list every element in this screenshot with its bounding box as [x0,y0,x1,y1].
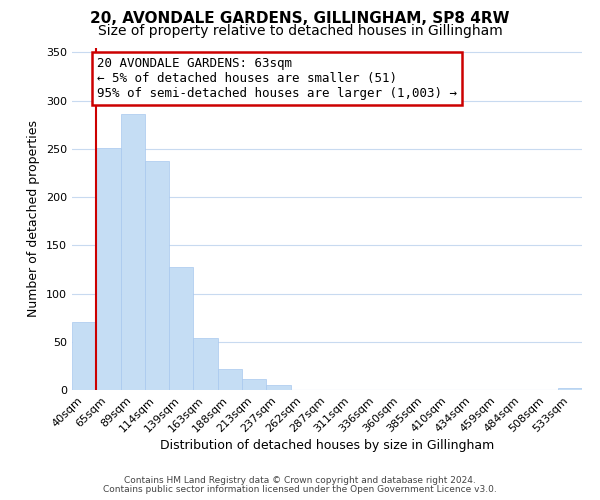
X-axis label: Distribution of detached houses by size in Gillingham: Distribution of detached houses by size … [160,440,494,452]
Bar [96,148,121,390]
Text: 20 AVONDALE GARDENS: 63sqm
← 5% of detached houses are smaller (51)
95% of semi-: 20 AVONDALE GARDENS: 63sqm ← 5% of detac… [97,57,457,100]
Text: Contains public sector information licensed under the Open Government Licence v3: Contains public sector information licen… [103,485,497,494]
Bar [121,114,145,390]
Bar [242,380,266,390]
Bar [266,385,290,390]
Text: 20, AVONDALE GARDENS, GILLINGHAM, SP8 4RW: 20, AVONDALE GARDENS, GILLINGHAM, SP8 4R… [90,11,510,26]
Bar [218,369,242,390]
Bar [145,162,169,390]
Bar [72,322,96,390]
Bar [558,388,582,390]
Bar [193,338,218,390]
Text: Contains HM Land Registry data © Crown copyright and database right 2024.: Contains HM Land Registry data © Crown c… [124,476,476,485]
Y-axis label: Number of detached properties: Number of detached properties [28,120,40,318]
Text: Size of property relative to detached houses in Gillingham: Size of property relative to detached ho… [98,24,502,38]
Bar [169,266,193,390]
